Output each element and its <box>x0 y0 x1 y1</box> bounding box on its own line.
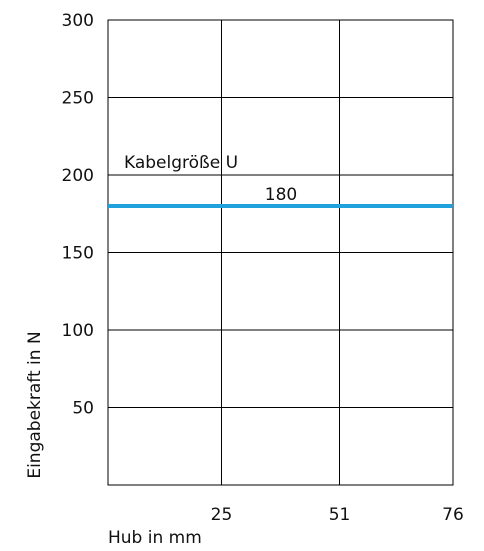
series-value-label: 180 <box>265 185 297 205</box>
y-tick-label-200: 200 <box>62 166 94 186</box>
series-legend-label: Kabelgröße U <box>124 153 238 173</box>
y-tick-label-300: 300 <box>62 11 94 31</box>
x-axis-label: Hub in mm <box>108 528 202 548</box>
x-tick-label-25: 25 <box>211 505 233 525</box>
grid <box>107 19 454 486</box>
x-tick-label-76: 76 <box>442 505 464 525</box>
x-tick-label-51: 51 <box>329 505 351 525</box>
tick-labels: 50 100 150 200 250 300 25 51 76 <box>62 11 464 525</box>
y-tick-label-50: 50 <box>72 399 94 419</box>
y-axis-label: Eingabekraft in N <box>25 331 45 478</box>
y-tick-label-150: 150 <box>62 244 94 264</box>
y-tick-label-250: 250 <box>62 89 94 109</box>
y-tick-label-100: 100 <box>62 321 94 341</box>
